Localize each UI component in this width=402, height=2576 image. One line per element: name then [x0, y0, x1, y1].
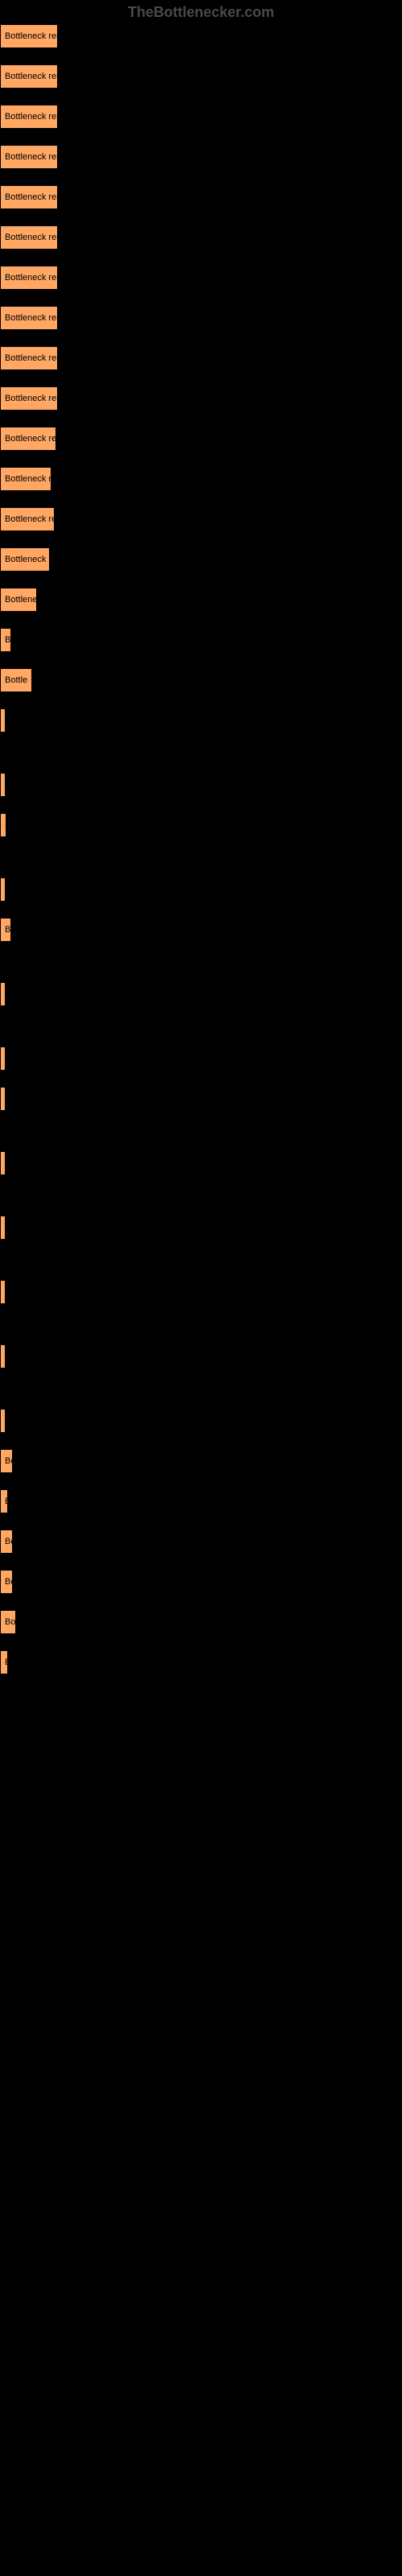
chart-bar: Bottleneck result — [0, 547, 50, 572]
chart-bar: Bottleneck result — [0, 427, 56, 451]
chart-bar — [0, 1344, 6, 1368]
bar-label: Bottleneck result — [5, 434, 56, 444]
chart-bar: Bottleneck — [0, 588, 37, 612]
bar-label: Bottleneck result — [5, 353, 58, 363]
chart-bar: Bo — [0, 1570, 13, 1594]
bar-label: Bo — [5, 1577, 13, 1587]
bar-label: Bottleneck result — [5, 273, 58, 283]
bar-label: Bottle — [5, 675, 27, 685]
bar-label: Bottleneck result — [5, 555, 50, 564]
bar-label: B — [5, 1657, 8, 1667]
chart-bar: Bottleneck result — [0, 386, 58, 411]
chart-bar: Bottleneck result — [0, 24, 58, 48]
chart-bar: R — [0, 813, 6, 837]
bar-label: Bot — [5, 1617, 16, 1627]
chart-bar — [0, 1216, 6, 1240]
bar-label: Bottleneck result — [5, 31, 58, 41]
bar-chart: Bottleneck result Bottleneck result Bottle… — [0, 24, 402, 2105]
chart-bar: Bottleneck result — [0, 306, 58, 330]
chart-bar: Bottleneck result — [0, 64, 58, 89]
chart-bar: Bottleneck result — [0, 507, 55, 531]
bar-label: Bottleneck result — [5, 233, 58, 242]
chart-bar: Bottleneck result — [0, 266, 58, 290]
chart-bar: Bo — [0, 628, 11, 652]
chart-bar — [0, 1409, 6, 1433]
chart-bar: Bo — [0, 1530, 13, 1554]
chart-bar — [0, 1151, 6, 1175]
bar-label: Bottleneck result — [5, 514, 55, 524]
chart-bar: B — [0, 1489, 8, 1513]
bar-label: Bo — [5, 1537, 13, 1546]
chart-bar — [0, 773, 6, 797]
chart-bar — [0, 1280, 6, 1304]
chart-bar: Bottleneck result — [0, 467, 51, 491]
chart-bar: Bot — [0, 1610, 16, 1634]
bar-label: Bottleneck result — [5, 192, 58, 202]
bar-label: Bottleneck result — [5, 72, 58, 81]
bar-label: Bottleneck — [5, 595, 37, 605]
bar-label: Bottleneck result — [5, 394, 58, 403]
bar-label: Bottleneck result — [5, 152, 58, 162]
chart-bar — [0, 982, 6, 1006]
chart-bar: Bottleneck result — [0, 145, 58, 169]
chart-bar: Bottleneck result — [0, 346, 58, 370]
chart-bar: Bottleneck result — [0, 225, 58, 250]
chart-bar: Bottleneck result — [0, 185, 58, 209]
chart-bar: Bottle — [0, 668, 32, 692]
bar-label: Bo — [5, 635, 11, 645]
chart-bar: Bottleneck result — [0, 105, 58, 129]
bar-label: Bottleneck result — [5, 112, 58, 122]
chart-bar — [0, 708, 6, 733]
chart-bar — [0, 1046, 6, 1071]
bar-label: Bottleneck result — [5, 474, 51, 484]
chart-bar: Bo — [0, 1449, 13, 1473]
bar-label: R — [5, 820, 6, 830]
bar-label: Bo — [5, 925, 11, 935]
chart-bar: B — [0, 1650, 8, 1674]
bar-label: B — [5, 1496, 8, 1506]
chart-bar — [0, 877, 6, 902]
chart-bar: Bo — [0, 918, 11, 942]
bar-label: Bottleneck result — [5, 313, 58, 323]
watermark-text: TheBottlenecker.com — [128, 4, 274, 21]
chart-bar — [0, 1087, 6, 1111]
bar-label: Bo — [5, 1456, 13, 1466]
